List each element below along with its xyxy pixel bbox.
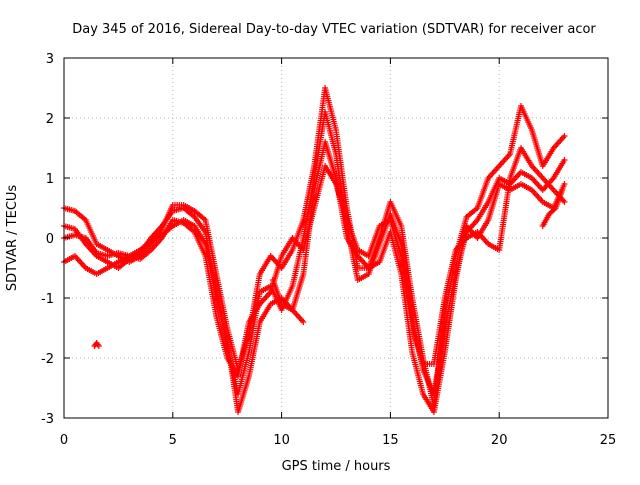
y-tick-label-6: 3	[46, 52, 54, 67]
data-point-fragment-1-4	[95, 343, 102, 349]
data-point-fragment-2-26	[300, 319, 307, 325]
y-axis-label: SDTVAR / TECUs	[5, 185, 20, 292]
y-tick-label-3: 0	[46, 232, 54, 247]
x-tick-label-3: 15	[382, 433, 399, 448]
series-fragment-1	[91, 340, 102, 349]
y-tick-label-4: 1	[46, 172, 54, 187]
data-point-fragment-3-21	[559, 187, 566, 193]
y-tick-label-2: -1	[41, 292, 54, 307]
x-tick-label-1: 5	[169, 433, 177, 448]
series-fragment-2	[269, 277, 307, 325]
y-tick-label-5: 2	[46, 112, 54, 127]
y-tick-label-1: -2	[41, 352, 54, 367]
chart-title: Day 345 of 2016, Sidereal Day-to-day VTE…	[72, 22, 596, 37]
data-point-track-b-689	[561, 157, 568, 163]
x-tick-label-0: 0	[60, 433, 68, 448]
x-tick-label-5: 25	[600, 433, 617, 448]
data-point-track-c-653	[561, 181, 568, 187]
data-point-fragment-3-11	[551, 206, 558, 213]
x-axis-label: GPS time / hours	[282, 459, 391, 474]
series-fragment-3	[539, 187, 566, 229]
axis-ticks: 0 5 10 15 20 25 -3 -2 -1 0 1 2 3	[41, 52, 616, 448]
x-tick-label-4: 20	[491, 433, 508, 448]
y-tick-label-0: -3	[41, 412, 54, 427]
data-point-track-d-583	[561, 199, 568, 205]
x-tick-label-2: 10	[273, 433, 290, 448]
data-point-track-a-736	[561, 133, 568, 139]
series-track-d	[61, 145, 568, 379]
data-points	[61, 85, 568, 415]
